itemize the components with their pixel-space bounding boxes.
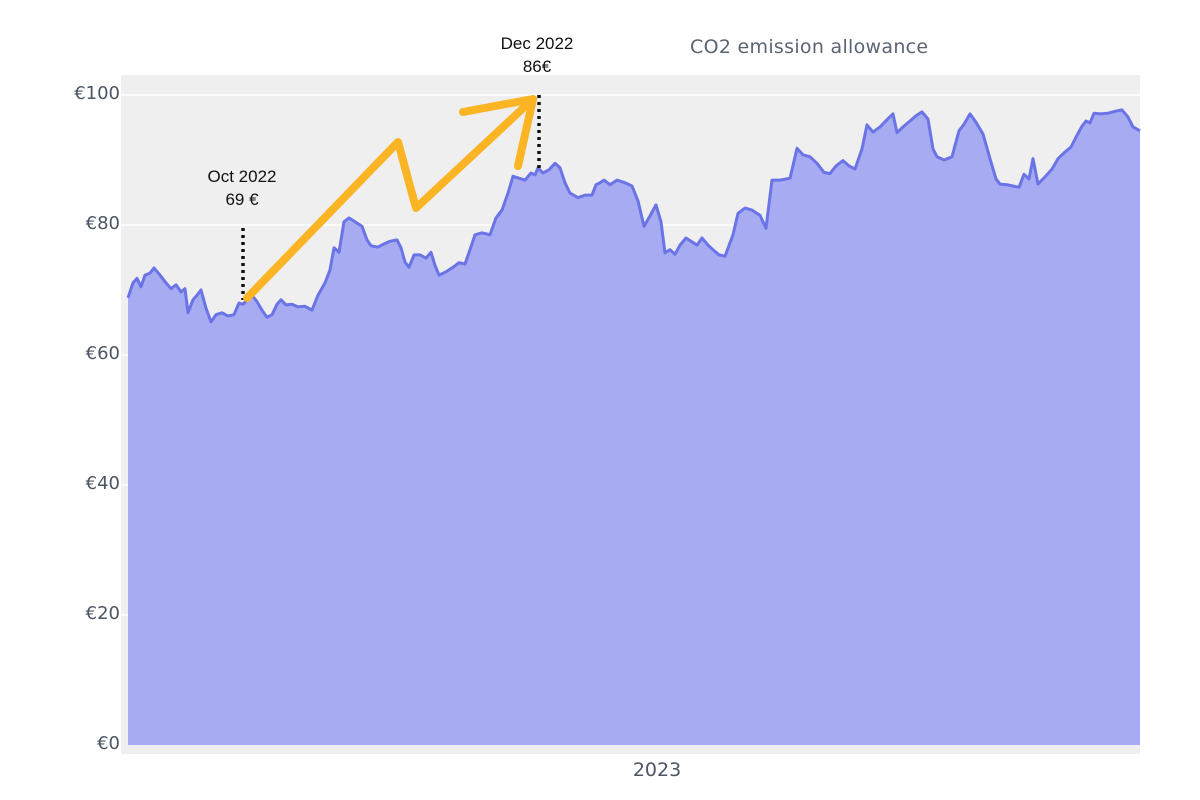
trend-arrow-icon xyxy=(243,95,537,302)
y-tick-40: €40 xyxy=(85,473,120,494)
annotation-date: Oct 2022 xyxy=(207,167,277,186)
x-tick-2023: 2023 xyxy=(632,759,682,781)
chart-title: CO2 emission allowance xyxy=(690,36,929,58)
y-tick-80: €80 xyxy=(85,213,120,234)
annotation-dec-2022: Dec 2022 86€ xyxy=(501,32,574,78)
y-tick-20: €20 xyxy=(85,603,120,624)
y-tick-0: €0 xyxy=(97,733,120,754)
annotation-oct-2022: Oct 2022 69 € xyxy=(208,165,277,211)
price-line xyxy=(126,108,1141,324)
y-tick-100: €100 xyxy=(74,83,120,104)
annotation-value: 69 € xyxy=(225,190,259,209)
y-tick-60: €60 xyxy=(85,343,120,364)
annotation-value: 86€ xyxy=(522,57,552,76)
area-fill xyxy=(128,109,1140,745)
annotation-date: Dec 2022 xyxy=(500,34,574,53)
